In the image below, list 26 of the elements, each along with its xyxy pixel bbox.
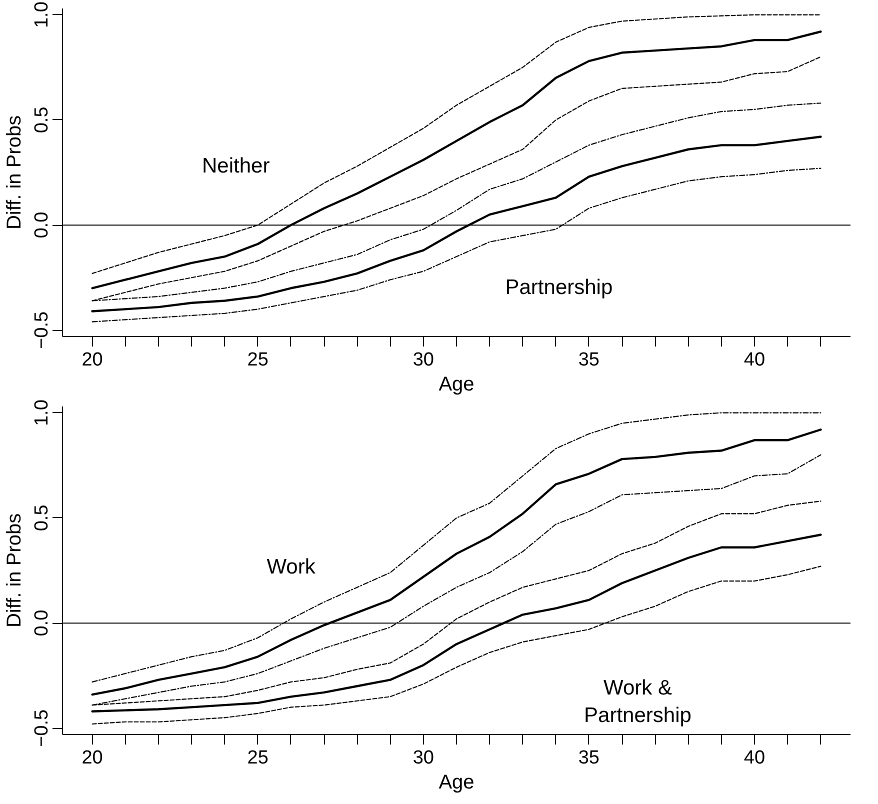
y-tick-label: 0.0 <box>32 610 52 636</box>
x-tick-label: 25 <box>247 350 268 370</box>
y-tick-label: 0.0 <box>32 212 52 238</box>
annotation: Partnership <box>505 276 613 299</box>
x-axis-title: Age <box>438 374 474 396</box>
x-tick-label: 30 <box>412 350 434 370</box>
y-tick-label: 0.5 <box>32 106 52 134</box>
annotation: Work <box>266 556 316 579</box>
x-tick-label: 40 <box>744 748 766 768</box>
y-tick-label: 0.5 <box>32 504 52 532</box>
x-tick-label: 40 <box>744 350 766 370</box>
y-axis-title: Diff. in Probs <box>4 513 26 628</box>
y-tick-label: −0.5 <box>32 709 52 747</box>
x-tick-label: 20 <box>82 748 103 768</box>
x-tick-label: 25 <box>247 748 268 768</box>
y-tick-label: 1.0 <box>32 2 52 28</box>
y-tick-label: 1.0 <box>32 400 52 426</box>
annotation: Work & Partnership <box>584 676 692 727</box>
annotation: Neither <box>202 154 270 178</box>
x-tick-label: 35 <box>578 350 600 370</box>
x-tick-label: 20 <box>82 350 103 370</box>
y-axis-title: Diff. in Probs <box>4 115 26 230</box>
y-tick-label: −0.5 <box>32 311 52 349</box>
x-axis-title: Age <box>438 772 474 794</box>
x-tick-label: 35 <box>578 748 600 768</box>
x-tick-label: 30 <box>412 748 434 768</box>
